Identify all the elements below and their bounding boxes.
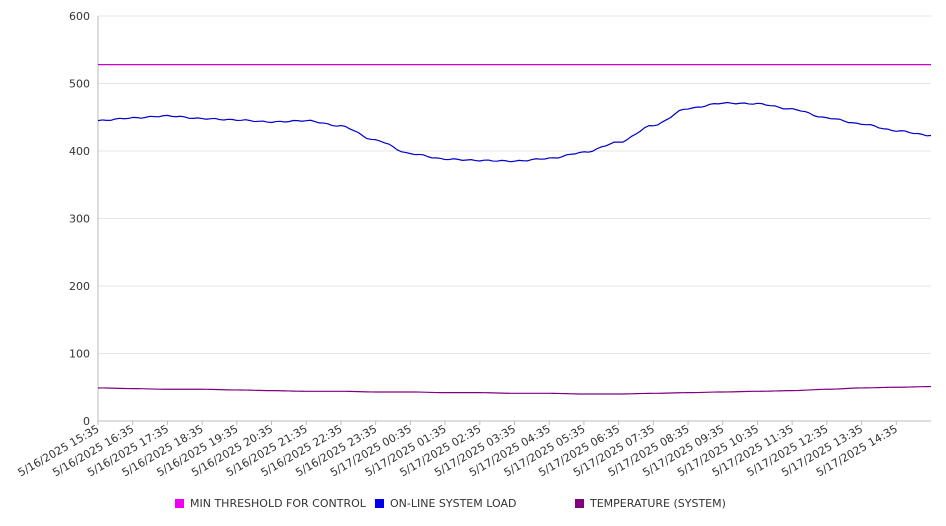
y-tick-label: 100 xyxy=(69,348,90,361)
y-tick-label: 0 xyxy=(83,415,90,428)
series-line-1 xyxy=(97,101,932,163)
legend-label-min-threshold: MIN THRESHOLD FOR CONTROL xyxy=(190,497,366,510)
legend-label-temperature: TEMPERATURE (SYSTEM) xyxy=(590,497,726,510)
y-tick-label: 600 xyxy=(69,10,90,23)
series-line-2 xyxy=(97,385,932,395)
legend-swatch-system-load xyxy=(375,499,384,508)
legend-label-system-load: ON-LINE SYSTEM LOAD xyxy=(390,497,517,510)
x-tick-labels: 5/16/2025 15:355/16/2025 16:355/16/2025 … xyxy=(16,422,900,479)
y-tick-labels: 0 100 200 300 400 500 600 xyxy=(69,10,90,428)
axes xyxy=(97,16,931,425)
legend-swatch-temperature xyxy=(575,499,584,508)
legend: MIN THRESHOLD FOR CONTROL ON-LINE SYSTEM… xyxy=(0,497,946,515)
legend-swatch-min-threshold xyxy=(175,499,184,508)
y-tick-label: 200 xyxy=(69,280,90,293)
legend-item-min-threshold[interactable]: MIN THRESHOLD FOR CONTROL xyxy=(175,497,366,510)
y-tick-label: 300 xyxy=(69,213,90,226)
gridlines xyxy=(98,15,931,354)
series-lines xyxy=(97,63,932,395)
y-tick-label: 500 xyxy=(69,78,90,91)
line-chart: 0 100 200 300 400 500 600 5/16/2025 15:355/16/… xyxy=(16,10,932,479)
legend-item-temperature[interactable]: TEMPERATURE (SYSTEM) xyxy=(575,497,726,510)
y-tick-label: 400 xyxy=(69,145,90,158)
legend-item-system-load[interactable]: ON-LINE SYSTEM LOAD xyxy=(375,497,516,510)
